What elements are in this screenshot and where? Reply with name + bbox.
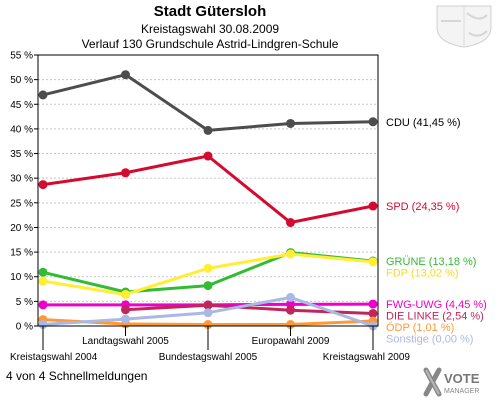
y-tick-label: 40 %: [10, 124, 33, 135]
series-label-gr-ne: GRÜNE (13,18 %): [386, 256, 476, 268]
y-tick-label: 20 %: [10, 223, 33, 234]
plot-area: [38, 55, 378, 326]
data-point: [38, 267, 48, 277]
data-point: [121, 289, 130, 299]
series-label-fwg-uwg: FWG-UWG (4,45 %): [386, 299, 487, 311]
data-point: [38, 300, 48, 310]
chart-title: Stadt Gütersloh: [153, 3, 267, 20]
logo-text-manager: MANAGER: [444, 388, 479, 395]
data-point: [203, 300, 213, 310]
y-tick-label: 15 %: [10, 248, 33, 259]
data-point: [203, 151, 213, 161]
data-point: [121, 168, 130, 178]
data-point: [368, 117, 378, 127]
x-tick-label: Bundestagswahl 2005: [159, 352, 258, 363]
data-point: [203, 281, 213, 291]
y-tick-label: 50 %: [10, 75, 33, 86]
y-tick-label: 45 %: [10, 100, 33, 111]
series-label-odp: ÖDP (1,01 %): [386, 322, 454, 334]
y-tick-label: 25 %: [10, 198, 33, 209]
x-tick-label: Europawahl 2009: [252, 336, 330, 347]
data-point: [286, 118, 295, 128]
data-point: [286, 218, 295, 228]
y-tick-label: 0 %: [16, 322, 33, 333]
y-tick-label: 5 %: [16, 297, 33, 308]
y-tick-label: 30 %: [10, 174, 33, 185]
data-point: [38, 276, 48, 286]
vote-manager-logo: VOTE MANAGER: [423, 367, 480, 397]
data-point: [368, 308, 378, 318]
coat-of-arms-icon: [436, 5, 492, 48]
footer-status: 4 von 4 Schnellmeldungen: [6, 369, 148, 383]
data-point: [203, 263, 213, 273]
x-tick-label: Kreistagswahl 2009: [323, 352, 411, 363]
data-point: [286, 292, 295, 302]
data-point: [286, 305, 295, 315]
data-point: [286, 320, 295, 330]
data-point: [121, 305, 130, 315]
data-point: [203, 320, 213, 330]
data-point: [368, 201, 378, 211]
series-label-spd: SPD (24,35 %): [386, 201, 459, 213]
x-tick-label: Kreistagswahl 2004: [10, 352, 98, 363]
data-point: [203, 308, 213, 318]
logo-text-vote: VOTE: [444, 371, 480, 386]
data-point: [38, 180, 48, 190]
series-label-die-linke: DIE LINKE (2,54 %): [386, 311, 484, 323]
data-point: [38, 320, 48, 330]
y-tick-label: 10 %: [10, 272, 33, 283]
y-tick-label: 35 %: [10, 149, 33, 160]
chart-subtitle-2: Verlauf 130 Grundschule Astrid-Lindgren-…: [81, 37, 339, 51]
data-point: [368, 257, 378, 267]
data-point: [368, 299, 378, 309]
x-tick-label: Landtagswahl 2005: [82, 336, 169, 347]
series-label-fdp: FDP (13,02 %): [386, 268, 459, 280]
data-point: [121, 314, 130, 324]
data-point: [38, 90, 48, 100]
y-tick-label: 55 %: [10, 51, 33, 62]
series-label-cdu: CDU (41,45 %): [386, 117, 461, 129]
data-point: [203, 125, 213, 135]
series-label-sonstige: Sonstige (0,00 %): [386, 334, 473, 346]
data-point: [121, 70, 130, 80]
chart-subtitle: Kreistagswahl 30.08.2009: [140, 22, 280, 36]
data-point: [286, 249, 295, 259]
